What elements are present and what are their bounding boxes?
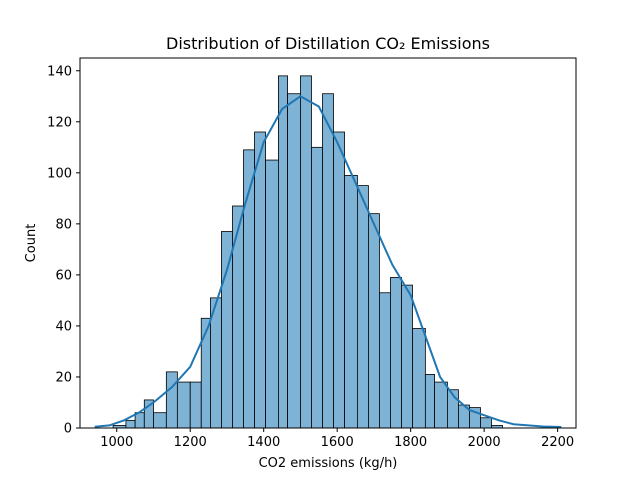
histogram-bar-29 [434, 381, 448, 429]
histogram-bar-4 [153, 412, 167, 429]
histogram-bar-26 [401, 284, 413, 429]
histogram-bar-14 [265, 159, 279, 429]
histogram-bar-15 [277, 75, 288, 429]
histogram-bar-6 [176, 381, 191, 429]
histogram-bar-20 [333, 131, 345, 429]
histogram-bar-10 [221, 231, 233, 429]
x-axis-ticks: 1000 1200 1400 1600 1800 2000 2200 [100, 428, 574, 450]
histogram-bar-18 [311, 146, 323, 429]
histogram-bar-7 [189, 381, 202, 429]
x-tick-label: 2200 [541, 435, 574, 450]
x-tick-label: 2000 [468, 435, 501, 450]
y-tick-label: 140 [47, 64, 72, 79]
histogram-bar-17 [300, 75, 312, 429]
histogram-bar-33 [480, 417, 492, 429]
y-tick-label: 60 [55, 268, 72, 283]
kde-curve [94, 95, 562, 428]
y-tick-label: 0 [64, 422, 72, 437]
y-axis-label: Count [24, 224, 39, 263]
histogram-bars [112, 75, 503, 429]
histogram-bar-11 [232, 205, 244, 429]
y-axis-ticks: 0 20 40 60 80 100 120 140 [47, 64, 80, 437]
histogram-bar-13 [254, 131, 266, 429]
plot-frame [79, 57, 577, 429]
x-tick-label: 1000 [100, 435, 133, 450]
histogram-bar-24 [379, 292, 391, 429]
y-tick-label: 100 [47, 166, 72, 181]
x-tick-label: 1200 [174, 435, 207, 450]
histogram-bar-21 [344, 174, 358, 429]
histogram-bar-16 [287, 93, 301, 429]
y-tick-label: 120 [47, 115, 72, 130]
histogram-bar-28 [424, 374, 435, 429]
x-tick-label: 1600 [321, 435, 354, 450]
histogram-bar-5 [165, 371, 178, 429]
y-tick-label: 20 [55, 370, 72, 385]
histogram-bar-22 [356, 185, 369, 429]
y-tick-label: 80 [55, 217, 72, 232]
histogram-bar-19 [322, 93, 334, 429]
histogram-bar-8 [200, 317, 211, 429]
x-tick-label: 1800 [394, 435, 427, 450]
histogram-bar-1 [125, 419, 136, 429]
histogram-bar-25 [390, 277, 402, 429]
histogram-bar-23 [368, 213, 380, 429]
histogram-bar-27 [412, 328, 426, 429]
x-tick-label: 1400 [247, 435, 280, 450]
x-axis-label: CO2 emissions (kg/h) [259, 456, 398, 471]
y-tick-label: 40 [55, 319, 72, 334]
chart-title: Distribution of Distillation CO₂ Emissio… [166, 34, 490, 53]
